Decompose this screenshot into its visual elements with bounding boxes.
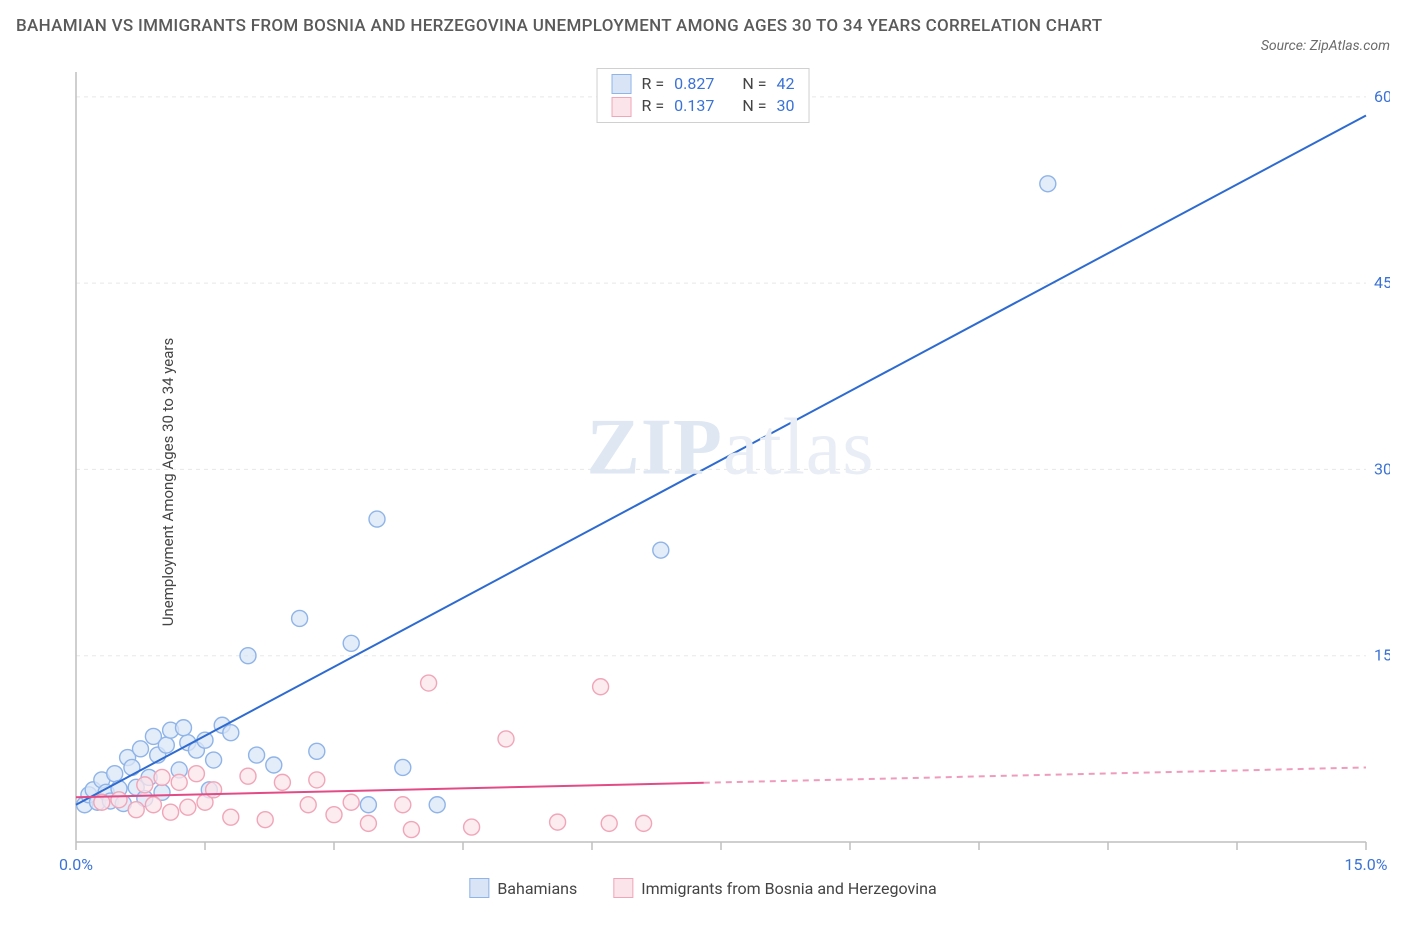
chart-title: BAHAMIAN VS IMMIGRANTS FROM BOSNIA AND H… [16, 12, 1102, 41]
legend-row-bosnia: R = 0.137 N = 30 [612, 95, 795, 117]
svg-text:45.0%: 45.0% [1374, 273, 1390, 292]
svg-text:0.0%: 0.0% [59, 855, 93, 874]
svg-text:15.0%: 15.0% [1374, 646, 1390, 665]
svg-text:30.0%: 30.0% [1374, 459, 1390, 478]
legend-row-bahamians: R = 0.827 N = 42 [612, 73, 795, 95]
source-label: Source: ZipAtlas.com [1261, 12, 1390, 54]
y-axis-label: Unemployment Among Ages 30 to 34 years [159, 338, 177, 626]
legend-item-bosnia: Immigrants from Bosnia and Herzegovina [613, 878, 936, 898]
series-legend: Bahamians Immigrants from Bosnia and Her… [469, 878, 936, 898]
legend-swatch [612, 74, 632, 94]
correlation-legend: R = 0.827 N = 42 R = 0.137 N = 30 [597, 68, 810, 123]
legend-swatch [469, 878, 489, 898]
scatter-chart: 15.0% 30.0% 45.0% 60.0% 0.0% 15.0% [16, 62, 1390, 882]
legend-swatch [613, 878, 633, 898]
svg-text:15.0%: 15.0% [1345, 855, 1388, 874]
legend-swatch [612, 97, 632, 117]
chart-container: Unemployment Among Ages 30 to 34 years 1… [16, 62, 1390, 902]
svg-text:60.0%: 60.0% [1374, 87, 1390, 106]
legend-item-bahamians: Bahamians [469, 878, 577, 898]
header: BAHAMIAN VS IMMIGRANTS FROM BOSNIA AND H… [16, 12, 1390, 54]
